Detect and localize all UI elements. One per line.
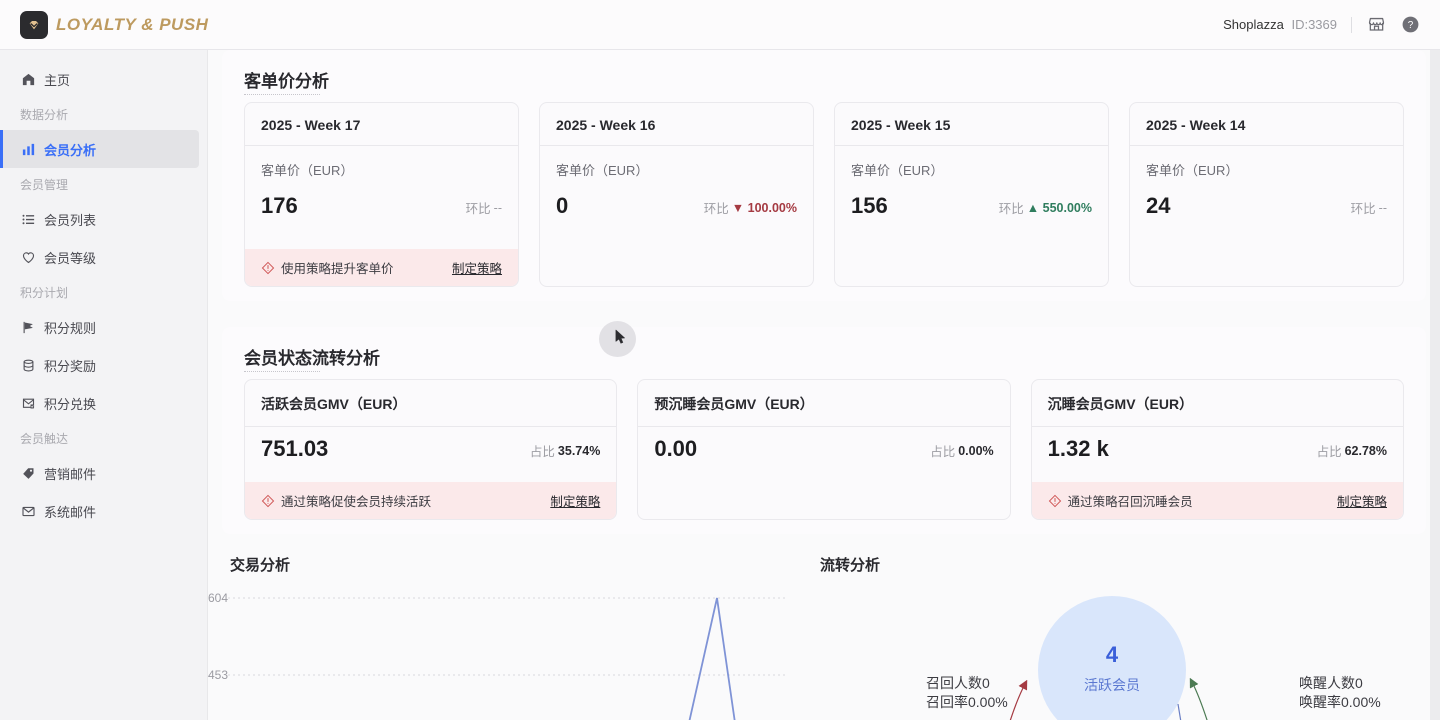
svg-text:唤醒率0.00%: 唤醒率0.00%	[1299, 694, 1381, 710]
svg-text:?: ?	[1407, 20, 1413, 31]
svg-text:活跃会员: 活跃会员	[1084, 677, 1140, 693]
svg-text:4: 4	[1106, 642, 1119, 667]
svg-text:604: 604	[208, 591, 228, 605]
svg-text:召回人数0: 召回人数0	[926, 675, 990, 691]
svg-text:召回率0.00%: 召回率0.00%	[926, 694, 1008, 710]
svg-text:唤醒人数0: 唤醒人数0	[1299, 675, 1363, 691]
svg-text:453: 453	[208, 668, 228, 682]
